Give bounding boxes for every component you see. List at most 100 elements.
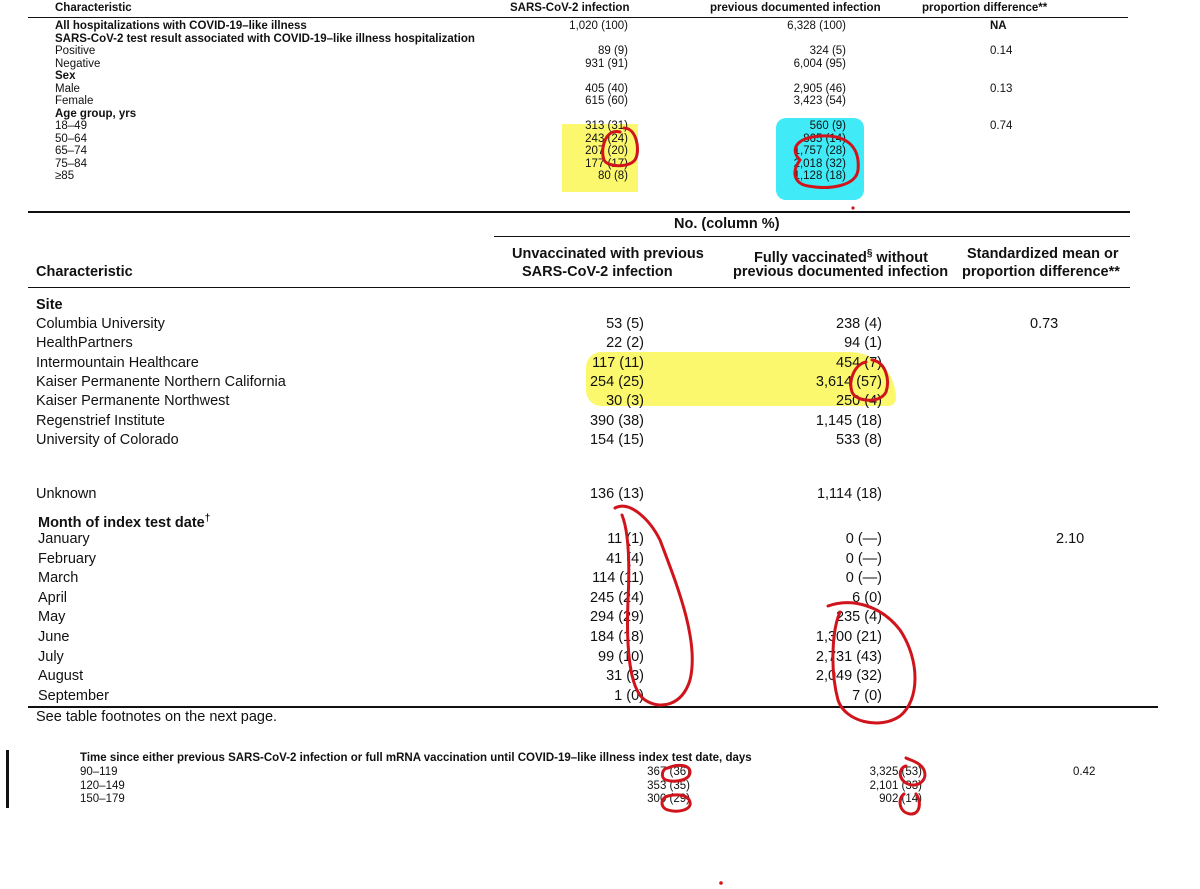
- site-label: Kaiser Permanente Northwest: [36, 393, 230, 410]
- top-row: 75–84 177 (17) 2,018 (32): [0, 158, 1200, 171]
- unknown-c2: 1,114 (18): [816, 486, 882, 502]
- top-row-c2: 324 (5): [809, 45, 846, 57]
- pen-dot-1: [851, 206, 855, 210]
- site-c1: 30 (3): [606, 393, 644, 410]
- top-row-label: All hospitalizations with COVID-19–like …: [55, 20, 307, 32]
- bottom-label: 150–179: [80, 793, 125, 805]
- top-row: Age group, yrs: [0, 108, 1200, 121]
- top-row-label: 75–84: [55, 157, 87, 170]
- yellow-highlight-age-unvaccinated: [562, 124, 638, 192]
- site-c2: 3,614 (57): [815, 373, 882, 390]
- site-row: Regenstrief Institute 390 (38) 1,145 (18): [0, 412, 1200, 431]
- header-col3-line2: proportion difference**: [962, 264, 1120, 280]
- top-row: Female 615 (60) 3,423 (54): [0, 95, 1200, 108]
- top-row-label: 50–64: [55, 132, 87, 145]
- month-label: February: [38, 550, 97, 567]
- site-label: Intermountain Healthcare: [36, 354, 199, 371]
- site-c2: 238 (4): [836, 316, 882, 332]
- month-label: March: [38, 570, 79, 587]
- site-c2: 533 (8): [836, 431, 882, 448]
- loop-months-unvaccinated: [613, 504, 694, 707]
- top-row: Positive 89 (9) 324 (5) 0.14: [0, 45, 1200, 58]
- bottom-c1: 353 (35): [647, 779, 690, 792]
- site-row: University of Colorado 154 (15) 533 (8): [0, 431, 1200, 450]
- top-header-col3: proportion difference**: [922, 2, 1048, 14]
- top-row-c1: 313 (31): [585, 120, 628, 132]
- top-row-c2: 2,018 (32): [793, 157, 846, 170]
- month-c2: 0 (—): [845, 570, 882, 587]
- header-col2-text-a: Fully vaccinated: [754, 249, 867, 266]
- circle-age-unvaccinated: [601, 126, 639, 168]
- bottom-row: 90–119 367 (36) 3,325 (53) 0.42: [0, 766, 1200, 779]
- month-c1: 184 (18): [589, 629, 644, 645]
- top-table-header: Characteristic SARS-CoV-2 infection prev…: [0, 2, 1200, 15]
- month-row: May 294 (29) 235 (4): [0, 608, 1200, 627]
- month-label: July: [38, 648, 64, 665]
- month-row: January 11 (1) 0 (—) 2.10: [0, 530, 1200, 549]
- top-header-characteristic: Characteristic: [55, 2, 132, 14]
- yellow-highlight-kaiser-row: [586, 352, 896, 406]
- top-row: ≥85 80 (8) 1,128 (18): [0, 170, 1200, 183]
- month-c1: 245 (24): [589, 589, 644, 606]
- top-row: Male 405 (40) 2,905 (46) 0.13: [0, 83, 1200, 96]
- top-header-col1: SARS-CoV-2 infection: [510, 2, 630, 14]
- bottom-heading: Time since either previous SARS-CoV-2 in…: [80, 752, 752, 764]
- circle-14: [898, 792, 921, 816]
- site-label: University of Colorado: [36, 431, 179, 448]
- site-c2: 1,145 (18): [815, 412, 882, 429]
- top-row-label: Age group, yrs: [55, 107, 137, 120]
- circle-36: [660, 763, 692, 783]
- top-row-c1: 405 (40): [585, 82, 628, 95]
- top-header-rule: [28, 17, 1128, 18]
- top-header-col2: previous documented infection: [710, 2, 881, 14]
- group-header-rule: [494, 236, 1130, 237]
- top-row: Sex: [0, 70, 1200, 83]
- bottom-c1: 367 (36): [647, 766, 690, 778]
- site-row: Intermountain Healthcare 117 (11) 454 (7): [0, 354, 1200, 373]
- header-col3-line1: Standardized mean or: [967, 246, 1119, 262]
- top-row-c2: 6,004 (95): [793, 57, 846, 70]
- site-c1: 53 (5): [606, 316, 644, 332]
- site-row: Kaiser Permanente Northern California 254…: [0, 373, 1200, 392]
- site-label: Regenstrief Institute: [36, 412, 165, 429]
- month-label: August: [38, 668, 84, 685]
- unknown-label: Unknown: [36, 486, 97, 502]
- bottom-label: 90–119: [80, 766, 118, 778]
- month-c2: 0 (—): [845, 531, 882, 547]
- top-row-c3: NA: [990, 20, 1007, 32]
- top-row-label: Female: [55, 95, 94, 107]
- header-col2-text-b: without: [872, 249, 928, 266]
- site-row: HealthPartners 22 (2) 94 (1): [0, 334, 1200, 353]
- bottom-label: 120–149: [80, 779, 125, 792]
- header-col1-line2: SARS-CoV-2 infection: [522, 264, 673, 280]
- top-row-label: 18–49: [55, 120, 87, 132]
- site-c2: 94 (1): [844, 335, 882, 352]
- circle-29: [660, 793, 692, 813]
- site-c1: 117 (11): [592, 354, 644, 371]
- month-c1: 114 (11): [592, 570, 644, 587]
- top-row-label: 65–74: [55, 145, 87, 157]
- top-row: SARS-CoV-2 test result associated with C…: [0, 33, 1200, 46]
- top-row-c1: 80 (8): [597, 170, 628, 182]
- bottom-left-bar: [6, 750, 9, 808]
- month-heading: Month of index test date†: [38, 510, 210, 532]
- top-row-label: SARS-CoV-2 test result associated with C…: [55, 32, 475, 45]
- top-row-c2: 1,757 (28): [793, 145, 846, 157]
- month-row: September 1 (0) 7 (0): [0, 687, 1200, 706]
- site-c2: 250 (4): [836, 393, 882, 410]
- loop-months-vaccinated: [826, 601, 917, 725]
- site-label: HealthPartners: [36, 335, 133, 352]
- header-col2-line1: Fully vaccinated§ without: [754, 245, 928, 267]
- top-row-c2: 560 (9): [809, 120, 846, 132]
- bottom-c2: 3,325 (53): [869, 766, 922, 778]
- month-label: September: [38, 687, 109, 704]
- site-heading: Site: [36, 297, 63, 313]
- header-col2-sup: §: [866, 248, 873, 259]
- month-c2: 0 (—): [845, 550, 882, 567]
- header-bottom-rule: [28, 287, 1130, 288]
- top-row-c1: 207 (20): [585, 145, 628, 157]
- unknown-c1: 136 (13): [589, 486, 644, 502]
- circle-53: [898, 756, 927, 787]
- top-row-c1: 1,020 (100): [569, 20, 628, 32]
- top-row-c1: 615 (60): [585, 95, 628, 107]
